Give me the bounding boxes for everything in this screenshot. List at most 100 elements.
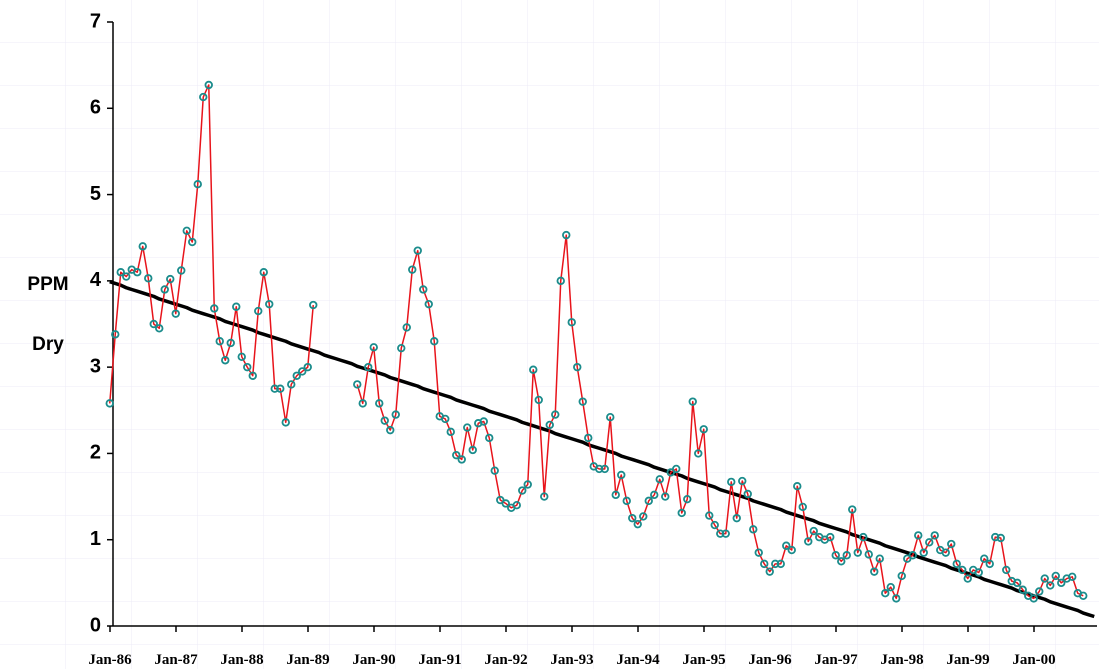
- data-point: [760, 559, 769, 569]
- data-point: [149, 319, 158, 329]
- data-point: [463, 423, 472, 432]
- data-point: [732, 513, 741, 523]
- data-point: [644, 496, 653, 506]
- data-point: [1079, 591, 1088, 600]
- data-point: [875, 554, 884, 563]
- x-tick-label: Jan-90: [352, 652, 395, 668]
- data-point: [677, 508, 686, 518]
- data-point: [853, 548, 862, 557]
- data-point: [254, 306, 263, 316]
- data-point: [710, 520, 719, 530]
- data-point: [204, 80, 213, 90]
- data-point: [837, 557, 846, 566]
- y-axis-label: PPM: [27, 274, 68, 295]
- data-point: [963, 574, 972, 583]
- x-tick-label: Jan-91: [418, 652, 461, 668]
- data-point: [771, 559, 780, 569]
- data-point: [369, 343, 378, 352]
- data-point: [914, 531, 923, 540]
- data-point: [188, 237, 197, 247]
- data-point: [402, 323, 411, 332]
- data-point: [518, 486, 527, 495]
- data-point: [193, 180, 202, 189]
- data-point: [776, 559, 785, 569]
- data-point: [430, 337, 439, 346]
- data-point: [441, 414, 450, 424]
- data-point: [765, 567, 774, 576]
- data-point: [787, 545, 796, 555]
- data-point: [655, 475, 664, 484]
- data-point: [798, 502, 807, 512]
- x-tick-label: Jan-99: [946, 652, 989, 668]
- data-point: [160, 285, 169, 294]
- data-point: [688, 397, 697, 406]
- x-tick-label: Jan-93: [550, 652, 593, 668]
- x-tick-label: Jan-98: [880, 652, 923, 668]
- y-tick-label: 0: [90, 614, 101, 636]
- y-tick-label: 2: [90, 442, 101, 464]
- data-point: [584, 433, 593, 443]
- data-point: [952, 559, 961, 569]
- data-point: [468, 445, 477, 455]
- data-point: [1013, 578, 1022, 588]
- data-point: [375, 399, 384, 408]
- data-point: [309, 300, 318, 310]
- data-point: [276, 384, 285, 393]
- data-point: [177, 266, 186, 275]
- data-point: [144, 274, 153, 283]
- data-point: [155, 324, 164, 333]
- data-point: [523, 480, 532, 489]
- data-point: [270, 384, 279, 393]
- data-point: [600, 464, 609, 474]
- data-point: [298, 367, 307, 376]
- data-point: [705, 511, 714, 520]
- data-point: [226, 338, 235, 348]
- data-point: [1040, 574, 1049, 583]
- data-point: [1002, 565, 1011, 575]
- data-point: [364, 362, 373, 372]
- data-point: [259, 268, 268, 277]
- data-point: [111, 330, 120, 339]
- data-point: [138, 242, 147, 251]
- data-point: [210, 304, 219, 313]
- data-point: [408, 265, 417, 274]
- data-point: [633, 519, 642, 529]
- data-point: [749, 525, 758, 534]
- x-tick-label: Jan-92: [484, 652, 527, 668]
- data-point: [622, 496, 631, 506]
- data-point: [353, 380, 362, 389]
- data-point: [358, 399, 367, 408]
- data-point: [958, 565, 967, 575]
- data-point: [452, 450, 461, 460]
- data-point: [424, 299, 433, 309]
- data-point: [859, 532, 868, 542]
- y-tick-label: 7: [90, 10, 101, 32]
- data-point: [105, 399, 114, 408]
- data-point: [573, 362, 582, 372]
- data-point: [479, 417, 488, 426]
- data-point: [727, 477, 736, 487]
- data-point: [556, 276, 565, 286]
- data-point: [864, 550, 873, 559]
- data-point: [793, 482, 802, 491]
- data-point: [919, 548, 928, 557]
- data-point: [166, 274, 175, 284]
- data-point: [243, 362, 252, 372]
- data-point: [419, 285, 428, 294]
- data-point: [446, 427, 455, 437]
- data-point: [842, 551, 851, 560]
- data-point: [1035, 587, 1044, 596]
- data-point: [683, 494, 692, 504]
- y-tick-label: 3: [90, 355, 101, 377]
- data-point: [512, 501, 521, 510]
- data-point: [413, 246, 422, 255]
- data-point: [908, 551, 917, 560]
- x-tick-label: Jan-87: [154, 652, 198, 668]
- data-point: [628, 513, 637, 523]
- x-tick-label: Jan-95: [682, 652, 725, 668]
- data-point: [826, 532, 835, 542]
- data-point: [578, 397, 587, 406]
- data-point: [199, 92, 208, 102]
- data-point: [886, 582, 895, 592]
